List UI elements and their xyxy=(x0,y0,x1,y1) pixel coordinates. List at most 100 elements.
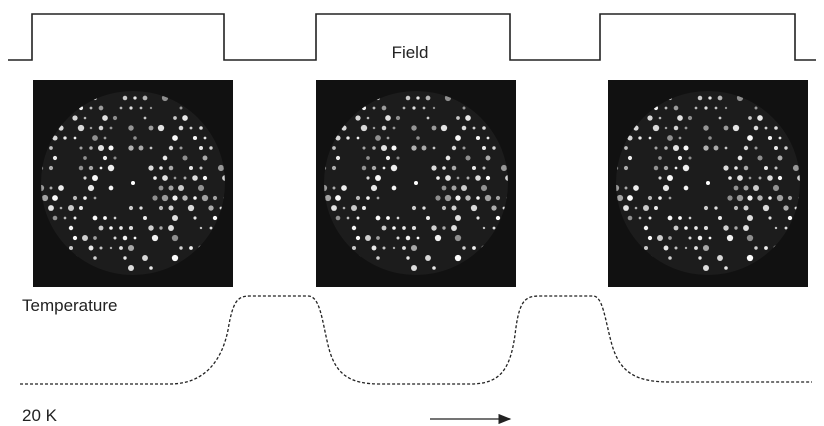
microscope-image xyxy=(316,80,521,287)
spot xyxy=(60,207,63,210)
spot xyxy=(150,147,153,150)
spot xyxy=(625,187,628,190)
spot xyxy=(352,246,356,250)
spot xyxy=(759,177,762,180)
spot xyxy=(149,266,153,270)
spot xyxy=(412,106,415,109)
spot xyxy=(53,216,58,221)
spot xyxy=(461,185,467,191)
spot xyxy=(648,236,652,240)
spot xyxy=(723,225,728,230)
spot xyxy=(744,166,749,171)
spot xyxy=(677,115,683,121)
spot xyxy=(78,125,84,131)
spot xyxy=(451,225,457,231)
spot xyxy=(128,265,134,271)
spot xyxy=(724,266,728,270)
spot xyxy=(685,247,687,249)
spot xyxy=(382,246,385,249)
spot xyxy=(703,145,708,150)
spot xyxy=(142,255,148,261)
spot xyxy=(703,125,708,130)
spot xyxy=(501,165,507,171)
spot xyxy=(476,196,480,200)
spot xyxy=(725,107,727,109)
spot xyxy=(426,216,430,220)
spot xyxy=(708,136,712,140)
spot xyxy=(472,246,476,250)
spot xyxy=(757,195,762,200)
spot xyxy=(667,135,673,141)
spot xyxy=(496,216,500,220)
spot xyxy=(102,115,108,121)
spot xyxy=(179,246,182,249)
spot xyxy=(417,237,420,240)
spot xyxy=(68,205,74,211)
spot xyxy=(383,167,386,170)
spot xyxy=(649,217,652,220)
spot xyxy=(233,216,236,219)
spot xyxy=(123,96,128,101)
spot xyxy=(793,165,799,171)
spot xyxy=(492,146,495,149)
spot xyxy=(743,205,748,210)
spot xyxy=(487,137,490,140)
spot xyxy=(747,195,752,200)
spot xyxy=(341,185,347,191)
spot xyxy=(422,206,425,209)
spot xyxy=(463,107,466,110)
temperature-curve xyxy=(20,296,812,384)
spot xyxy=(178,185,184,191)
spot xyxy=(442,166,446,170)
spot xyxy=(435,235,441,241)
spot xyxy=(658,196,662,200)
spot xyxy=(423,107,426,110)
spot xyxy=(52,195,58,201)
spot xyxy=(649,137,652,140)
spot xyxy=(678,216,682,220)
spot xyxy=(385,115,391,121)
spot xyxy=(416,136,420,140)
spot xyxy=(210,227,213,230)
temperature-label: Temperature xyxy=(22,296,117,315)
spot xyxy=(406,256,409,259)
spot xyxy=(743,225,749,231)
spot xyxy=(462,126,467,131)
spot xyxy=(411,265,417,271)
spot xyxy=(808,116,812,120)
spot xyxy=(695,107,698,110)
spot xyxy=(98,145,104,151)
spot xyxy=(371,185,377,191)
spot xyxy=(658,156,662,160)
spot xyxy=(675,167,678,170)
spot xyxy=(392,226,396,230)
spot xyxy=(100,167,103,170)
spot xyxy=(744,146,748,150)
spot xyxy=(669,197,672,200)
spot xyxy=(99,226,104,231)
spot xyxy=(657,235,663,241)
spot xyxy=(727,195,732,200)
spot xyxy=(451,205,456,210)
spot xyxy=(193,196,197,200)
spot xyxy=(347,217,350,220)
spot xyxy=(182,115,188,121)
spot xyxy=(667,175,673,181)
spot xyxy=(688,156,691,159)
spot xyxy=(689,217,692,220)
spot xyxy=(128,125,133,130)
spot xyxy=(162,195,168,201)
spot xyxy=(442,206,446,210)
spot xyxy=(768,216,771,219)
spot xyxy=(764,246,768,250)
spot xyxy=(99,246,102,249)
spot xyxy=(763,205,769,211)
spot xyxy=(63,136,66,139)
spot xyxy=(119,246,123,250)
spot xyxy=(485,195,491,201)
spot xyxy=(425,255,431,261)
spot xyxy=(89,166,93,170)
spot xyxy=(807,135,813,141)
spot xyxy=(69,226,73,230)
center-spot xyxy=(414,181,418,185)
